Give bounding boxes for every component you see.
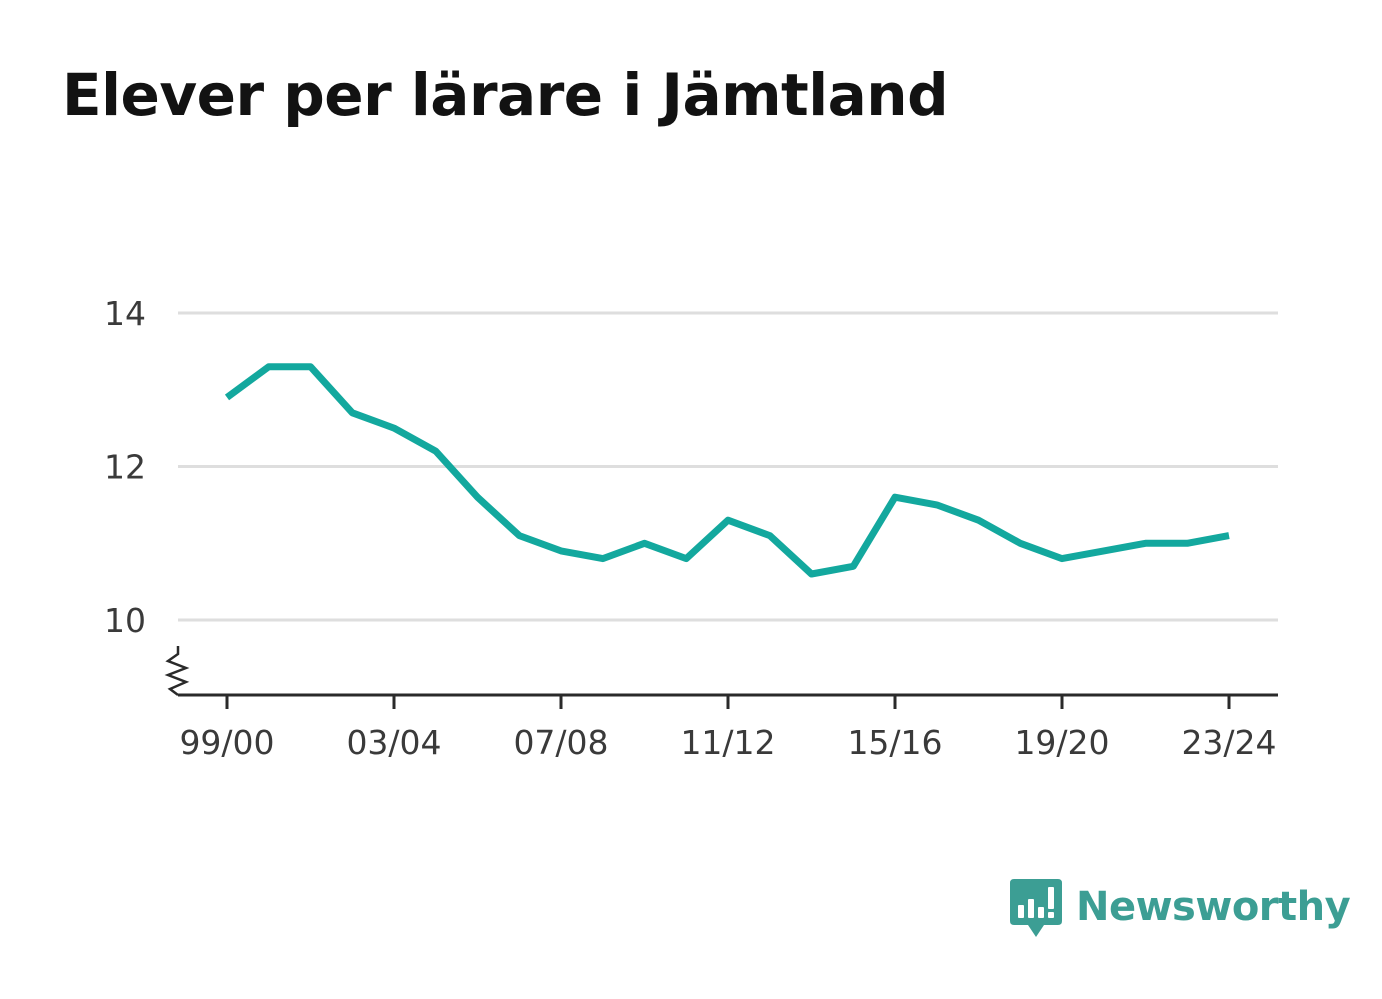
- x-tick-label: 03/04: [346, 723, 441, 762]
- newsworthy-logo: Newsworthy: [1010, 878, 1351, 942]
- x-tick-label: 23/24: [1181, 723, 1276, 762]
- y-axis-break-icon: [164, 646, 190, 696]
- newsworthy-logo-text: Newsworthy: [1076, 884, 1351, 930]
- y-tick-label: 10: [104, 601, 146, 640]
- chart-title: Elever per lärare i Jämtland: [62, 61, 949, 129]
- y-tick-label: 12: [104, 448, 146, 487]
- x-tick-label: 07/08: [513, 723, 608, 762]
- x-tick-label: 11/12: [680, 723, 775, 762]
- series-line: [224, 363, 1230, 578]
- y-tick-label: 14: [104, 294, 146, 333]
- newsworthy-logo-icon: [1010, 879, 1062, 937]
- x-tick-label: 19/20: [1014, 723, 1109, 762]
- x-tick-label: 99/00: [179, 723, 274, 762]
- x-tick-label: 15/16: [847, 723, 942, 762]
